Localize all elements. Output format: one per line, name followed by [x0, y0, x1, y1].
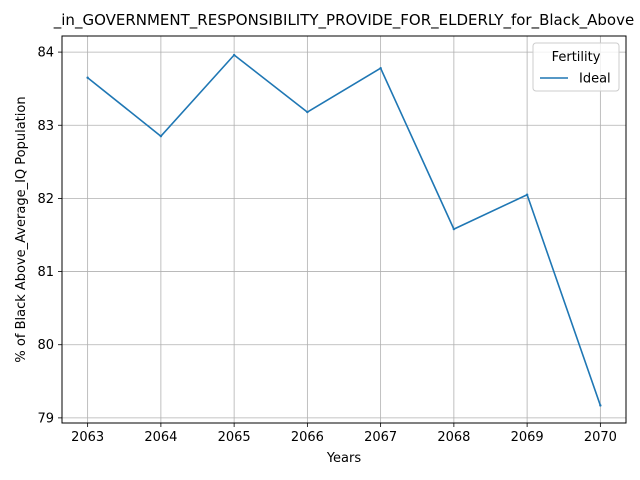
series-lines: [86, 53, 602, 407]
x-tick-label: 2064: [144, 430, 177, 445]
legend-title: Fertility: [552, 50, 601, 65]
data-point: [525, 193, 529, 196]
y-tick-label: 79: [37, 411, 54, 426]
x-tick-label: 2068: [437, 430, 470, 445]
data-point: [379, 66, 382, 70]
x-axis-ticks: 2063 2064 2065 2066 2067 2068 2069 2070: [71, 423, 617, 445]
plot-frame: [61, 35, 627, 424]
y-tick-label: 80: [37, 338, 54, 353]
x-tick-label: 2070: [584, 430, 617, 445]
x-tick-label: 2063: [71, 430, 104, 445]
y-axis-ticks: 79 80 81 82 83 84: [37, 46, 62, 426]
legend: Fertility Ideal: [532, 42, 620, 92]
chart-title: _in_GOVERNMENT_RESPONSIBILITY_PROVIDE_FO…: [53, 11, 634, 30]
data-point: [232, 53, 236, 57]
legend-box: [532, 42, 620, 92]
x-tick-label: 2065: [218, 430, 251, 445]
y-tick-label: 84: [37, 46, 54, 61]
data-point: [86, 76, 89, 79]
y-tick-label: 82: [37, 192, 54, 207]
grid-lines: [62, 36, 626, 423]
series-line-ideal: [87, 54, 602, 406]
x-tick-label: 2066: [291, 430, 324, 445]
data-point: [159, 135, 163, 138]
legend-label-ideal: Ideal: [579, 72, 611, 87]
data-point: [306, 110, 309, 114]
data-point: [599, 404, 602, 407]
x-tick-label: 2067: [364, 430, 397, 445]
y-tick-label: 83: [37, 119, 54, 134]
data-point: [452, 227, 456, 231]
y-axis-label: % of Black Above_Average_IQ Population: [14, 96, 29, 362]
x-tick-label: 2069: [511, 430, 544, 445]
x-axis-label: Years: [326, 451, 362, 466]
y-tick-label: 81: [37, 265, 54, 280]
